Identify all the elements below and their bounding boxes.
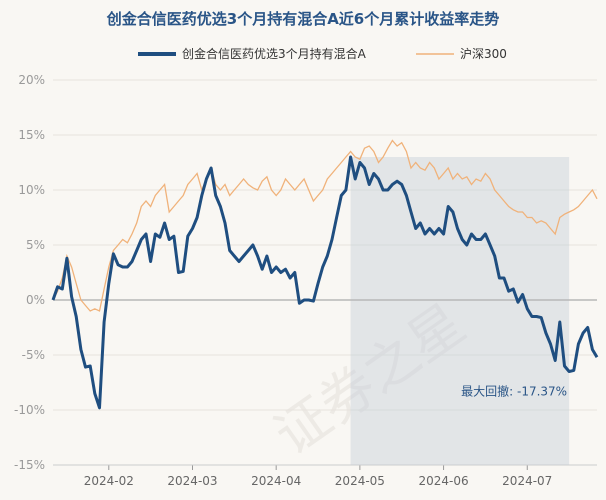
y-tick-label: -5% <box>22 348 45 362</box>
max-drawdown-label: 最大回撤: -17.37% <box>461 384 567 399</box>
legend-label-fund: 创金合信医药优选3个月持有混合A <box>182 46 367 61</box>
y-tick-label: 5% <box>26 238 45 252</box>
x-tick-label: 2024-05 <box>335 474 385 488</box>
legend: 创金合信医药优选3个月持有混合A 沪深300 <box>138 46 507 61</box>
x-tick-label: 2024-02 <box>84 474 134 488</box>
y-tick-label: 10% <box>18 183 45 197</box>
y-tick-label: 15% <box>18 128 45 142</box>
series-line-hs300 <box>52 139 598 312</box>
y-axis-tick-labels: 20% 15% 10% 5% 0% -5% -10% -15% <box>14 73 45 472</box>
y-tick-label: 0% <box>26 293 45 307</box>
x-tick-label: 2024-04 <box>251 474 301 488</box>
y-tick-label: 20% <box>18 73 45 87</box>
x-axis-tick-labels: 2024-02 2024-03 2024-04 2024-05 2024-06 2024-… <box>53 464 597 488</box>
max-drawdown-region <box>350 157 570 465</box>
x-tick-label: 2024-06 <box>418 474 468 488</box>
y-tick-label: -15% <box>14 458 45 472</box>
legend-label-index: 沪深300 <box>460 47 507 61</box>
series-line-fund <box>51 155 599 410</box>
y-tick-label: -10% <box>14 403 45 417</box>
x-tick-label: 2024-07 <box>502 474 552 488</box>
chart-title: 创金合信医药优选3个月持有混合A近6个月累计收益率走势 <box>106 10 500 28</box>
x-tick-label: 2024-03 <box>167 474 217 488</box>
